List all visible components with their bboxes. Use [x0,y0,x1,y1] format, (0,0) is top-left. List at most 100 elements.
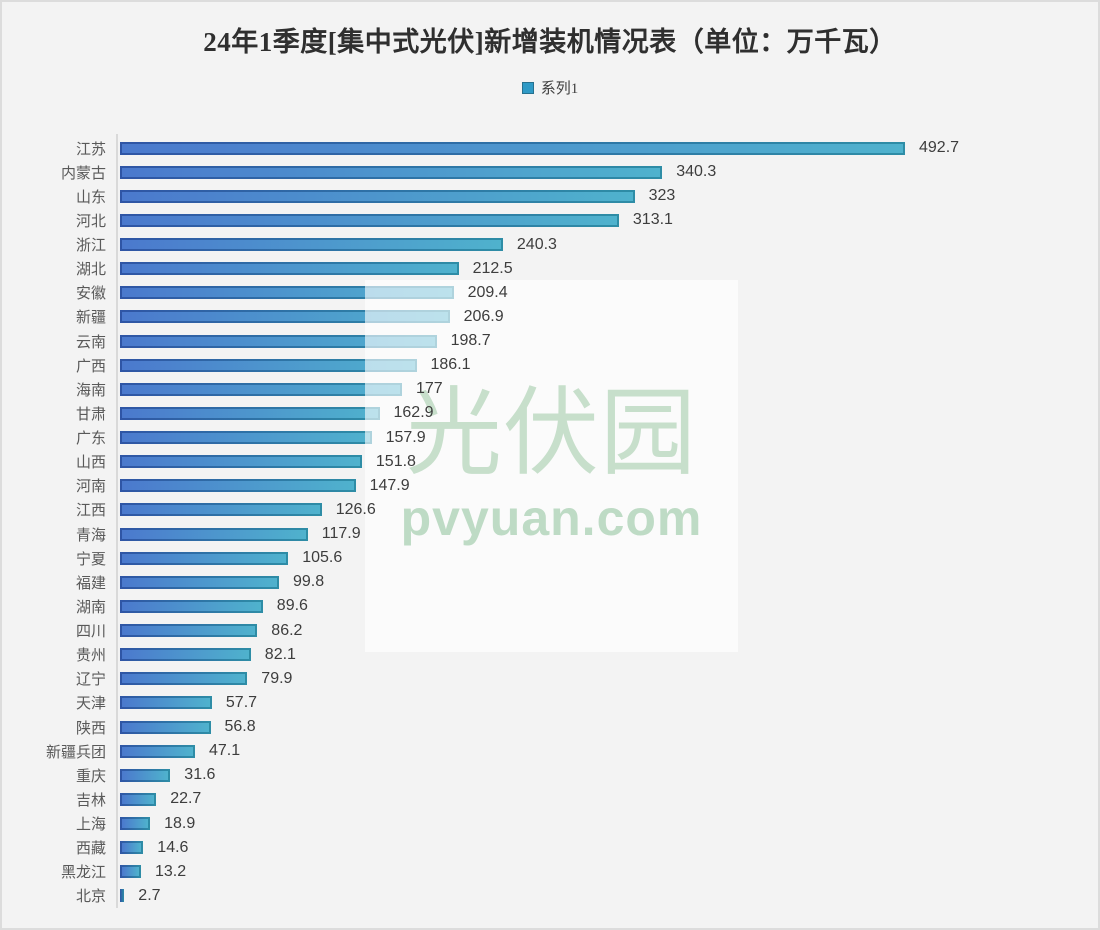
value-label: 209.4 [467,283,508,301]
bar [120,696,212,710]
category-label: 上海 [75,817,106,834]
value-label: 198.7 [450,332,491,350]
bar-fill [122,360,415,370]
bar [120,768,171,782]
category-label: 甘肃 [75,406,106,423]
bar-row: 江西 126.6 [2,498,1098,522]
bar-row: 贵州 82.1 [2,643,1098,667]
bar-zone: 14.6 [120,839,1098,857]
bar-zone: 186.1 [120,356,1098,374]
value-label: 212.5 [472,259,513,277]
bar-fill [122,384,400,394]
bar-zone: 56.8 [120,718,1098,736]
bar [120,286,454,300]
bar-row: 北京 2.7 [2,884,1098,908]
bar [120,648,251,662]
bar-row: 甘肃 162.9 [2,401,1098,425]
category-label: 河南 [75,479,106,496]
bar [120,479,356,493]
bar-fill [122,529,306,539]
bar [120,189,635,203]
category-label: 宁夏 [75,551,106,568]
bar-fill [122,264,457,274]
bar-row: 湖北 212.5 [2,257,1098,281]
bar-fill [122,433,370,443]
bar [120,238,503,252]
bar-row: 吉林 22.7 [2,787,1098,811]
bar [120,575,279,589]
category-label: 吉林 [75,792,106,809]
bar [120,792,157,806]
bar [120,865,141,879]
value-label: 492.7 [919,139,960,157]
value-label: 2.7 [138,886,161,904]
bar-fill [122,505,320,515]
bar-row: 新疆 206.9 [2,305,1098,329]
bar-zone: 82.1 [120,646,1098,664]
bar-fill [122,215,617,225]
bar-row: 西藏 14.6 [2,836,1098,860]
bar-row: 内蒙古 340.3 [2,160,1098,184]
bar-zone: 340.3 [120,163,1098,181]
category-label: 天津 [75,696,106,713]
value-label: 31.6 [184,766,216,784]
chart-title: 24年1季度[集中式光伏]新增装机情况表（单位：万千瓦） [203,27,897,57]
value-label: 186.1 [430,356,471,374]
bar [120,841,144,855]
category-label: 山东 [75,189,106,206]
bar-fill [122,457,360,467]
bar-rows: 江苏 492.7 内蒙古 340.3 山东 323 河北 [2,136,1098,908]
bar-zone: 13.2 [120,863,1098,881]
category-label: 湖北 [75,262,106,279]
bar-fill [122,746,193,756]
bar-fill [122,770,169,780]
bar-zone: 492.7 [120,139,1098,157]
bar-zone: 240.3 [120,236,1098,254]
value-label: 105.6 [302,549,343,567]
bar-fill [122,408,378,418]
bar-row: 天津 57.7 [2,691,1098,715]
bar [120,358,417,372]
bar-fill [122,167,661,177]
category-label: 四川 [75,624,106,641]
value-label: 177 [416,380,443,398]
value-label: 82.1 [264,645,296,663]
bar-zone: 198.7 [120,332,1098,350]
value-label: 323 [648,187,676,205]
bar [120,624,258,638]
bar-row: 广西 186.1 [2,353,1098,377]
bar [120,672,248,686]
bar-row: 四川 86.2 [2,619,1098,643]
bar-row: 河北 313.1 [2,208,1098,232]
bar-zone: 105.6 [120,549,1098,567]
bar-row: 新疆兵团 47.1 [2,739,1098,763]
bar [120,503,322,517]
bar [120,406,380,420]
bar-row: 陕西 56.8 [2,715,1098,739]
category-label: 山西 [75,455,106,472]
category-label: 广西 [75,358,106,375]
value-label: 126.6 [335,500,376,518]
bar-zone: 57.7 [120,694,1098,712]
bar-row: 山西 151.8 [2,450,1098,474]
bar-fill [122,650,249,660]
bar [120,310,450,324]
bar-row: 山东 323 [2,184,1098,208]
bar-zone: 18.9 [120,815,1098,833]
bar-fill [122,601,261,611]
bar [120,817,151,831]
bar-zone: 147.9 [120,477,1098,495]
bar-zone: 22.7 [120,790,1098,808]
bar-row: 宁夏 105.6 [2,546,1098,570]
value-label: 206.9 [463,307,504,325]
value-label: 22.7 [170,790,202,808]
bar-fill [122,577,277,587]
bar-fill [122,698,210,708]
bar-fill [122,312,448,322]
legend-series-label: 系列1 [540,81,579,97]
bar-fill [122,553,287,563]
bar [120,262,459,276]
value-label: 99.8 [293,573,325,591]
value-label: 240.3 [516,235,557,253]
